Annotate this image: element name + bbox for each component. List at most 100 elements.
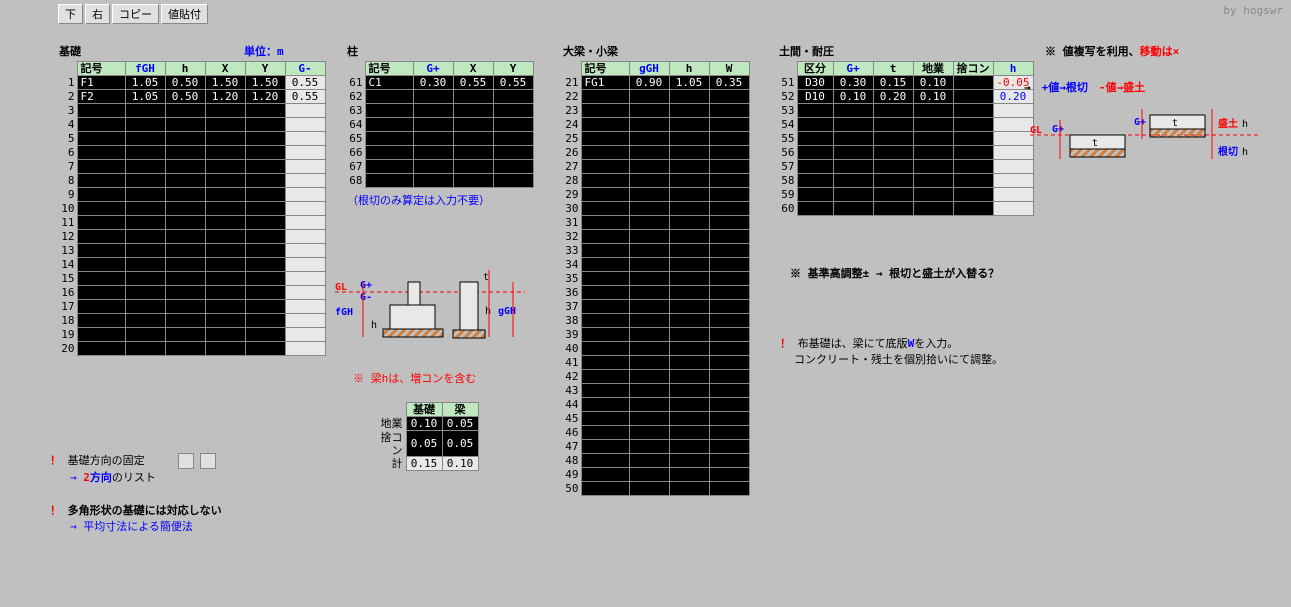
table-cell[interactable] — [581, 118, 629, 132]
table-cell[interactable] — [365, 160, 413, 174]
table-cell[interactable] — [77, 258, 125, 272]
table-cell[interactable] — [629, 426, 669, 440]
table-cell[interactable] — [77, 216, 125, 230]
table-cell[interactable] — [245, 230, 285, 244]
table-cell[interactable] — [709, 426, 749, 440]
table-cell[interactable] — [669, 174, 709, 188]
table-cell[interactable] — [669, 90, 709, 104]
table-cell[interactable] — [165, 258, 205, 272]
table-cell[interactable] — [165, 230, 205, 244]
table-cell[interactable] — [245, 342, 285, 356]
table-cell[interactable] — [669, 328, 709, 342]
table-cell[interactable] — [873, 188, 913, 202]
table-cell[interactable]: 1.20 — [245, 90, 285, 104]
table-cell[interactable] — [709, 146, 749, 160]
table-cell[interactable] — [669, 398, 709, 412]
table-cell[interactable] — [629, 160, 669, 174]
table-cell[interactable] — [453, 174, 493, 188]
table-cell[interactable] — [581, 286, 629, 300]
table-cell[interactable] — [669, 118, 709, 132]
table-cell[interactable] — [669, 412, 709, 426]
table-cell[interactable] — [77, 272, 125, 286]
table-cell[interactable] — [797, 118, 833, 132]
table-cell[interactable] — [669, 300, 709, 314]
table-cell[interactable] — [125, 314, 165, 328]
table-cell[interactable]: C1 — [365, 76, 413, 90]
table-cell[interactable] — [365, 104, 413, 118]
table-cell[interactable] — [245, 258, 285, 272]
table-cell[interactable] — [125, 244, 165, 258]
table-cell[interactable] — [797, 132, 833, 146]
table-cell[interactable] — [165, 104, 205, 118]
table-cell[interactable] — [581, 160, 629, 174]
table-cell[interactable] — [77, 328, 125, 342]
table-cell[interactable] — [709, 202, 749, 216]
table-cell[interactable]: 0.90 — [629, 76, 669, 90]
table-cell[interactable] — [165, 328, 205, 342]
table-cell[interactable] — [669, 132, 709, 146]
table-cell[interactable]: 0.10 — [913, 76, 953, 90]
table-cell[interactable] — [953, 118, 993, 132]
table-cell[interactable] — [913, 188, 953, 202]
table-cell[interactable] — [629, 454, 669, 468]
table-cell[interactable] — [581, 216, 629, 230]
table-cell[interactable] — [205, 342, 245, 356]
table-cell[interactable] — [709, 272, 749, 286]
table-cell[interactable] — [245, 286, 285, 300]
table-cell[interactable] — [245, 272, 285, 286]
table-cell[interactable] — [581, 146, 629, 160]
table-cell[interactable] — [709, 356, 749, 370]
table-cell[interactable] — [165, 286, 205, 300]
table-cell[interactable] — [493, 146, 533, 160]
table-cell[interactable] — [669, 160, 709, 174]
table-cell[interactable]: 0.50 — [165, 76, 205, 90]
table-cell[interactable] — [165, 188, 205, 202]
table-cell[interactable] — [453, 160, 493, 174]
table-cell[interactable] — [953, 160, 993, 174]
table-cell[interactable] — [709, 160, 749, 174]
table-cell[interactable] — [581, 426, 629, 440]
table-cell[interactable] — [245, 314, 285, 328]
table-cell[interactable]: 1.20 — [205, 90, 245, 104]
table-cell[interactable] — [833, 146, 873, 160]
table-cell[interactable] — [245, 118, 285, 132]
table-cell[interactable] — [709, 174, 749, 188]
dir-box2[interactable] — [200, 453, 216, 469]
table-cell[interactable] — [77, 230, 125, 244]
table-cell[interactable] — [365, 146, 413, 160]
paste-button[interactable]: 値貼付 — [161, 4, 208, 24]
table-cell[interactable] — [581, 482, 629, 496]
table-cell[interactable] — [709, 454, 749, 468]
table-cell[interactable] — [245, 146, 285, 160]
table-cell[interactable] — [629, 398, 669, 412]
table-cell[interactable] — [205, 174, 245, 188]
table-cell[interactable]: 0.55 — [493, 76, 533, 90]
table-cell[interactable]: 0.35 — [709, 76, 749, 90]
table-cell[interactable] — [709, 300, 749, 314]
table-cell[interactable] — [77, 104, 125, 118]
table-cell[interactable] — [245, 160, 285, 174]
table-cell[interactable] — [165, 314, 205, 328]
table-cell[interactable] — [581, 258, 629, 272]
table-cell[interactable] — [413, 174, 453, 188]
table-cell[interactable] — [669, 202, 709, 216]
table-cell[interactable] — [629, 188, 669, 202]
table-cell[interactable] — [709, 118, 749, 132]
table-cell[interactable] — [493, 118, 533, 132]
table-cell[interactable] — [629, 482, 669, 496]
table-cell[interactable] — [629, 468, 669, 482]
table-cell[interactable] — [629, 132, 669, 146]
table-cell[interactable] — [581, 314, 629, 328]
table-cell[interactable] — [77, 244, 125, 258]
table-cell[interactable] — [205, 244, 245, 258]
table-cell[interactable] — [709, 468, 749, 482]
table-cell[interactable] — [245, 104, 285, 118]
table-cell[interactable]: 1.05 — [125, 76, 165, 90]
table-cell[interactable] — [629, 370, 669, 384]
table-cell[interactable] — [581, 202, 629, 216]
table-cell[interactable] — [205, 272, 245, 286]
table-cell[interactable] — [165, 244, 205, 258]
table-cell[interactable] — [77, 300, 125, 314]
table-cell[interactable] — [669, 356, 709, 370]
table-cell[interactable] — [913, 174, 953, 188]
